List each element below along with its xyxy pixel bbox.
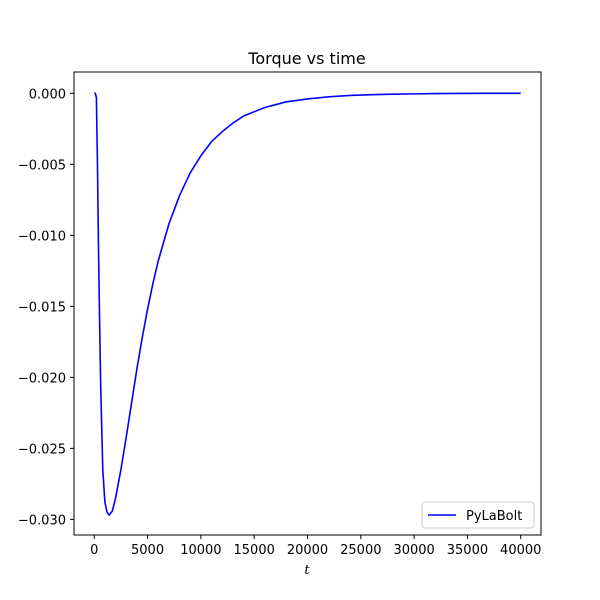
x-tick-label: 25000	[340, 543, 381, 558]
x-tick-label: 20000	[287, 543, 328, 558]
y-tick-label: −0.010	[18, 229, 66, 244]
x-tick-label: 0	[90, 543, 98, 558]
y-tick-label: −0.005	[18, 158, 66, 173]
x-tick-label: 40000	[500, 543, 541, 558]
y-tick-label: 0.000	[29, 87, 66, 102]
legend: PyLaBolt	[421, 501, 535, 529]
x-tick-label: 30000	[393, 543, 434, 558]
y-axis: 0.000 −0.005 −0.010 −0.015 −0.020 −0.025 −0.03…	[18, 87, 74, 528]
chart-title: Torque vs time	[247, 49, 365, 68]
legend-label-pylabolt: PyLaBolt	[466, 509, 522, 524]
plot-frame	[73, 71, 542, 536]
y-tick-label: −0.020	[18, 371, 66, 386]
x-axis: 0 5000 10000 15000 20000 25000 30000 35000 40000	[90, 535, 541, 558]
x-tick-label: 10000	[180, 543, 221, 558]
x-axis-label: t	[304, 563, 310, 578]
y-tick-label: −0.030	[18, 513, 66, 528]
series-layer	[94, 92, 521, 516]
series-line-pylabolt	[94, 92, 521, 516]
y-tick-label: −0.025	[18, 442, 66, 457]
x-tick-label: 15000	[234, 543, 275, 558]
x-tick-label: 35000	[447, 543, 488, 558]
x-tick-label: 5000	[131, 543, 164, 558]
legend-box	[421, 501, 535, 529]
y-tick-label: −0.015	[18, 300, 66, 315]
